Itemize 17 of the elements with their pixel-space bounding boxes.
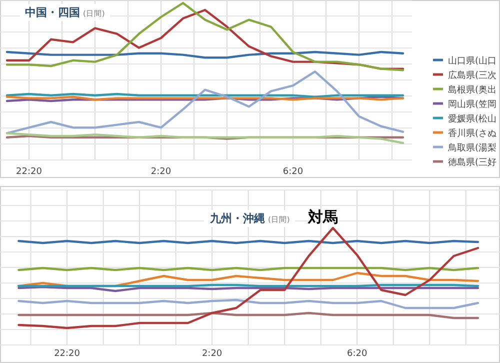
legend-label: 山口県(山口	[448, 56, 497, 66]
chart-title: 中国・四国	[25, 6, 80, 19]
x-tick-label: 6:20	[346, 349, 368, 359]
legend-label: 広島県(三次	[448, 70, 497, 81]
legend-label: 徳島県(三好	[448, 157, 497, 168]
legend-label: 鳥取県(湯梨	[447, 142, 497, 154]
legend-label: 島根県(奥出	[448, 84, 497, 96]
legend-label: 愛媛県(松山	[448, 114, 497, 124]
x-tick-label: 22:20	[16, 167, 42, 177]
x-tick-label: 2:20	[202, 349, 222, 359]
x-tick-label: 6:20	[282, 167, 304, 177]
x-tick-label: 2:20	[150, 167, 172, 177]
text: 対馬	[307, 208, 338, 226]
legend-label: 香川県(さぬ	[448, 128, 497, 139]
legend-label: 岡山県(笠岡	[448, 99, 497, 110]
chart-title: 九州・沖縄	[209, 212, 265, 225]
x-tick-label: 22:20	[54, 349, 80, 359]
